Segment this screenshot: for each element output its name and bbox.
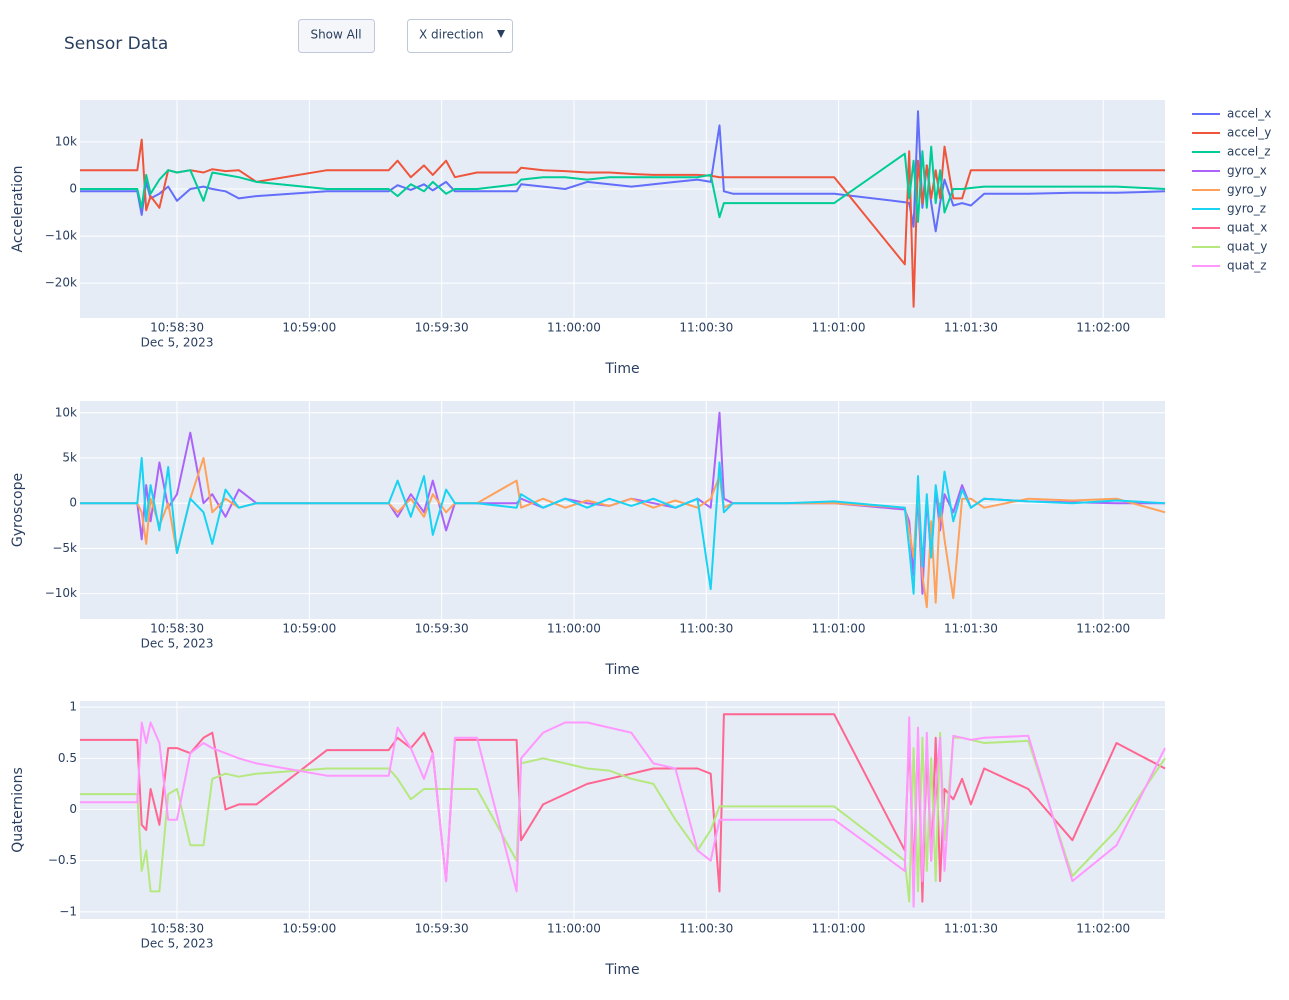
- legend-label: quat_y: [1227, 240, 1267, 254]
- x-date-label: Dec 5, 2023: [141, 937, 214, 951]
- x-tick-label: 10:59:30: [415, 922, 469, 936]
- x-tick-label: 11:00:00: [547, 622, 601, 636]
- y-tick-label: 0: [69, 181, 77, 195]
- x-tick-label: 11:01:00: [812, 622, 866, 636]
- x-tick-label: 11:01:30: [944, 622, 998, 636]
- x-tick-label: 11:00:00: [547, 321, 601, 335]
- y-tick-label: 0: [69, 496, 77, 510]
- series-line: [80, 138, 1165, 308]
- x-date-label: Dec 5, 2023: [141, 336, 214, 350]
- button-box[interactable]: [298, 19, 375, 53]
- x-tick-label: 10:58:30: [150, 922, 204, 936]
- legend-label: accel_x: [1227, 107, 1271, 121]
- y-tick-label: −10k: [45, 586, 77, 600]
- legend-label: accel_z: [1227, 145, 1271, 159]
- legend-label: gyro_z: [1227, 202, 1266, 216]
- series-line: [80, 145, 1166, 223]
- x-tick-label: 10:59:00: [282, 922, 336, 936]
- series-line: [80, 713, 1166, 903]
- y-tick-label: 10k: [55, 134, 77, 148]
- series-line: [80, 731, 1166, 903]
- dropdown-label[interactable]: X direction: [419, 28, 484, 42]
- x-date-label: Dec 5, 2023: [141, 637, 214, 651]
- legend-label: quat_x: [1227, 221, 1267, 235]
- x-axis-title: Time: [604, 361, 639, 377]
- page-title: Sensor Data: [64, 34, 168, 54]
- y-tick-label: −10k: [45, 229, 77, 243]
- plot-background: [80, 701, 1165, 919]
- x-tick-label: 10:59:00: [282, 321, 336, 335]
- x-tick-label: 11:01:30: [944, 922, 998, 936]
- x-axis-title: Time: [604, 662, 639, 678]
- series-line: [80, 457, 1166, 595]
- legend-label: gyro_y: [1227, 183, 1267, 197]
- x-tick-label: 10:58:30: [150, 321, 204, 335]
- x-tick-label: 11:00:30: [679, 922, 733, 936]
- y-tick-label: 0.5: [58, 751, 77, 765]
- y-tick-label: 1: [69, 700, 77, 714]
- x-tick-label: 10:59:00: [282, 622, 336, 636]
- x-tick-label: 11:00:30: [679, 321, 733, 335]
- y-tick-label: 5k: [62, 450, 77, 464]
- y-tick-label: −1: [59, 904, 77, 918]
- dropdown-box[interactable]: [407, 19, 513, 53]
- y-axis-title: Gyroscope: [10, 473, 26, 547]
- y-tick-label: 10k: [55, 405, 77, 419]
- legend-label: quat_z: [1227, 259, 1267, 273]
- x-tick-label: 11:00:00: [547, 922, 601, 936]
- x-axis-title: Time: [604, 962, 639, 978]
- legend-label: accel_y: [1227, 126, 1271, 140]
- series-line: [80, 457, 1166, 609]
- y-tick-label: −20k: [45, 276, 77, 290]
- series-line: [80, 716, 1166, 908]
- x-tick-label: 11:01:30: [944, 321, 998, 335]
- series-line: [80, 110, 1166, 233]
- button-label[interactable]: Show All: [310, 28, 361, 42]
- x-tick-label: 11:02:00: [1076, 622, 1130, 636]
- y-tick-label: 0: [69, 802, 77, 816]
- show-all-button[interactable]: Show All: [298, 19, 375, 53]
- x-tick-label: 11:01:00: [812, 922, 866, 936]
- x-tick-label: 11:02:00: [1076, 321, 1130, 335]
- x-tick-label: 11:01:00: [812, 321, 866, 335]
- y-tick-label: −0.5: [48, 853, 77, 867]
- legend-label: gyro_x: [1227, 164, 1267, 178]
- y-axis-title: Quaternions: [10, 767, 26, 853]
- x-tick-label: 10:59:30: [415, 321, 469, 335]
- plot-background: [80, 100, 1165, 318]
- y-axis-title: Acceleration: [10, 166, 26, 253]
- x-tick-label: 11:00:30: [679, 622, 733, 636]
- dropdown-arrow[interactable]: [497, 30, 505, 38]
- x-tick-label: 11:02:00: [1076, 922, 1130, 936]
- y-tick-label: −5k: [52, 541, 77, 555]
- direction-dropdown[interactable]: X direction: [407, 19, 513, 53]
- plot-background: [80, 401, 1165, 619]
- x-tick-label: 10:58:30: [150, 622, 204, 636]
- x-tick-label: 10:59:30: [415, 622, 469, 636]
